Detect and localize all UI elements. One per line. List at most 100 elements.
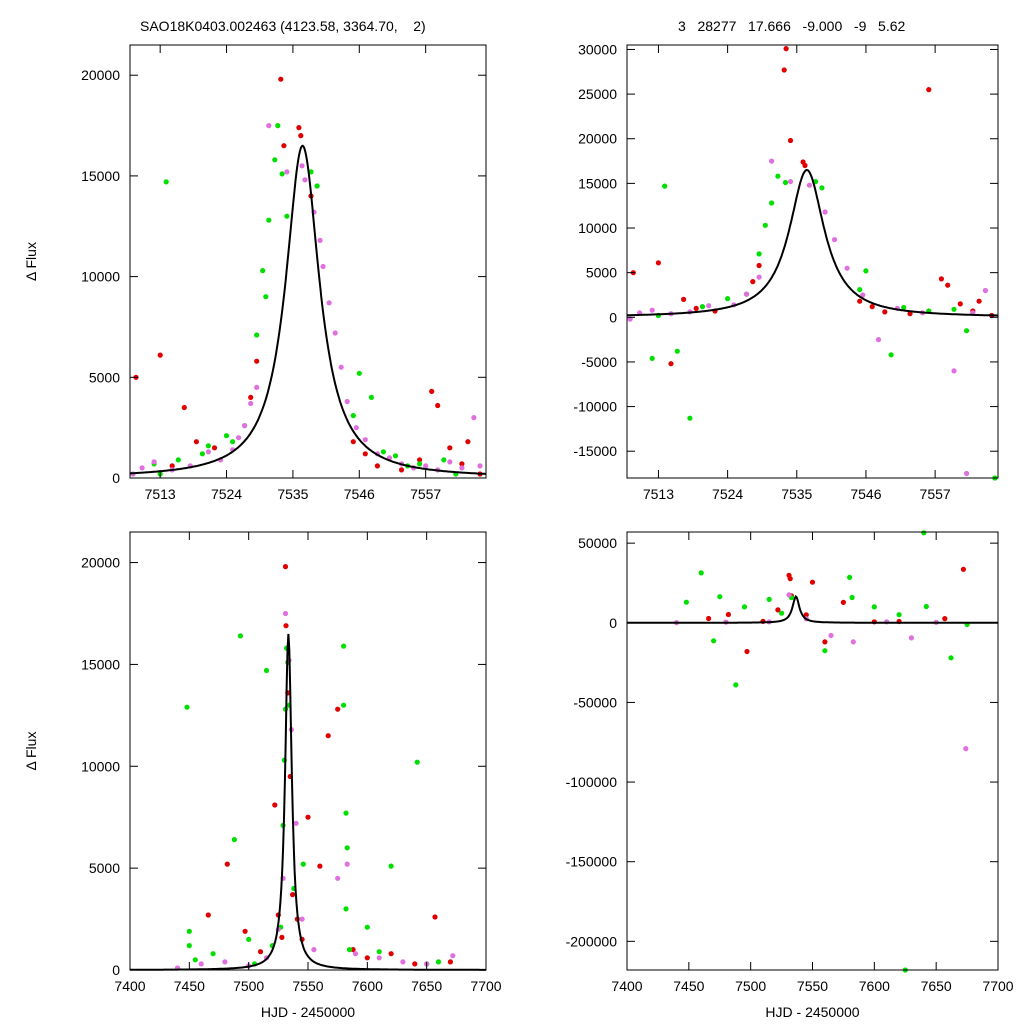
data-point-green xyxy=(948,655,954,661)
data-point-green xyxy=(699,304,706,310)
x-tick-label: 7546 xyxy=(850,486,881,502)
y-tick-label: 5000 xyxy=(586,265,617,281)
x-tick-label: 7546 xyxy=(344,486,375,502)
x-tick-label: 7513 xyxy=(643,486,674,502)
data-point-violet xyxy=(706,303,712,309)
data-point-green xyxy=(863,268,869,274)
data-point-red xyxy=(882,309,888,315)
data-point-red xyxy=(945,282,951,288)
data-point-red xyxy=(350,439,356,445)
y-tick-label: 50000 xyxy=(578,535,617,551)
data-point-red xyxy=(783,46,789,52)
header-left: SAO18K0403.002463 (4123.58, 3364.70, 2) xyxy=(140,18,426,34)
data-point-red xyxy=(417,457,423,463)
x-tick-label: 7400 xyxy=(114,978,145,994)
data-point-red xyxy=(840,599,847,606)
data-point-green xyxy=(435,959,442,965)
data-point-green xyxy=(341,643,347,649)
data-point-red xyxy=(242,928,248,934)
data-point-red xyxy=(869,304,875,310)
data-point-green xyxy=(300,861,306,867)
y-tick-label: 15000 xyxy=(578,175,617,191)
data-point-green xyxy=(683,599,690,605)
model-curve xyxy=(129,144,486,475)
data-point-red xyxy=(350,947,356,953)
y-tick-label: 20000 xyxy=(81,555,120,571)
x-tick-label: 7557 xyxy=(920,486,951,502)
data-point-violet xyxy=(860,292,866,298)
model-curve xyxy=(627,168,998,317)
data-point-red xyxy=(248,394,254,400)
data-point-green xyxy=(687,415,693,421)
data-point-violet xyxy=(963,746,969,752)
panels: 7513 7524 7535 7546 7557 0 5000 10000 15000 20000… xyxy=(23,41,1014,1020)
data-point-violet xyxy=(447,459,453,465)
data-point-violet xyxy=(236,435,242,441)
x-tick-label: 7524 xyxy=(211,486,242,502)
data-point-green xyxy=(246,936,252,943)
y-tick-label: 10000 xyxy=(81,758,120,774)
data-point-violet xyxy=(254,384,260,390)
x-tick-label: 7450 xyxy=(673,978,704,994)
y-tick-label: 20000 xyxy=(578,131,617,147)
x-tick-label: 7700 xyxy=(982,978,1013,994)
data-point-violet xyxy=(844,265,850,271)
data-point-violet xyxy=(151,459,157,465)
data-point-red xyxy=(305,814,311,820)
data-point-green xyxy=(725,296,731,302)
data-point-violet xyxy=(627,316,633,322)
x-tick-label: 7600 xyxy=(352,978,383,994)
data-point-violet xyxy=(908,635,915,641)
data-point-violet xyxy=(205,449,211,455)
data-point-green xyxy=(350,413,356,419)
data-point-violet xyxy=(242,423,248,429)
x-tick-label: 7535 xyxy=(781,486,812,502)
data-point-green xyxy=(822,648,828,654)
data-point-red xyxy=(325,733,331,739)
data-point-green xyxy=(392,453,399,459)
data-point-red xyxy=(756,262,762,269)
data-point-violet xyxy=(806,182,813,188)
data-point-red xyxy=(432,914,438,920)
y-tick-label: 10000 xyxy=(578,220,617,236)
data-point-green xyxy=(314,183,320,189)
data-point-red xyxy=(224,861,230,867)
plot-frame xyxy=(129,44,487,479)
data-point-green xyxy=(356,370,362,376)
data-point-violet xyxy=(828,632,834,639)
x-tick-label: 7450 xyxy=(174,978,205,994)
panel-top-right: 7513 7524 7535 7546 7557 -15000 -10000 -5000 0 50… xyxy=(573,41,999,502)
x-tick-label: 7557 xyxy=(410,486,441,502)
data-point-green xyxy=(847,574,853,581)
data-point-red xyxy=(957,301,963,307)
data-point-green xyxy=(762,222,768,228)
x-tick-label: 7500 xyxy=(735,978,766,994)
data-point-red xyxy=(706,615,712,622)
data-point-violet xyxy=(850,639,856,645)
data-point-red xyxy=(447,445,453,451)
x-tick-label: 7650 xyxy=(921,978,952,994)
y-tick-label: 10000 xyxy=(81,269,120,285)
data-point-violet xyxy=(311,947,317,953)
data-point-red xyxy=(787,576,793,582)
data-point-green xyxy=(279,171,285,177)
data-point-red xyxy=(281,143,287,149)
data-point-violet xyxy=(284,169,290,175)
data-point-violet xyxy=(423,463,429,469)
y-tick-label: -10000 xyxy=(573,399,617,415)
data-point-red xyxy=(296,125,302,131)
data-point-red xyxy=(398,467,405,473)
data-point-red xyxy=(282,564,289,570)
data-point-green xyxy=(775,173,781,179)
data-point-red xyxy=(211,445,218,451)
data-point-red xyxy=(725,611,732,618)
data-point-red xyxy=(272,802,278,808)
data-point-violet xyxy=(769,158,775,164)
data-point-violet xyxy=(344,398,350,405)
data-point-green xyxy=(388,863,394,869)
data-point-green xyxy=(733,682,739,688)
data-point-red xyxy=(750,279,756,285)
data-point-red xyxy=(181,404,187,411)
data-point-green xyxy=(921,530,927,536)
data-point-violet xyxy=(352,951,359,957)
